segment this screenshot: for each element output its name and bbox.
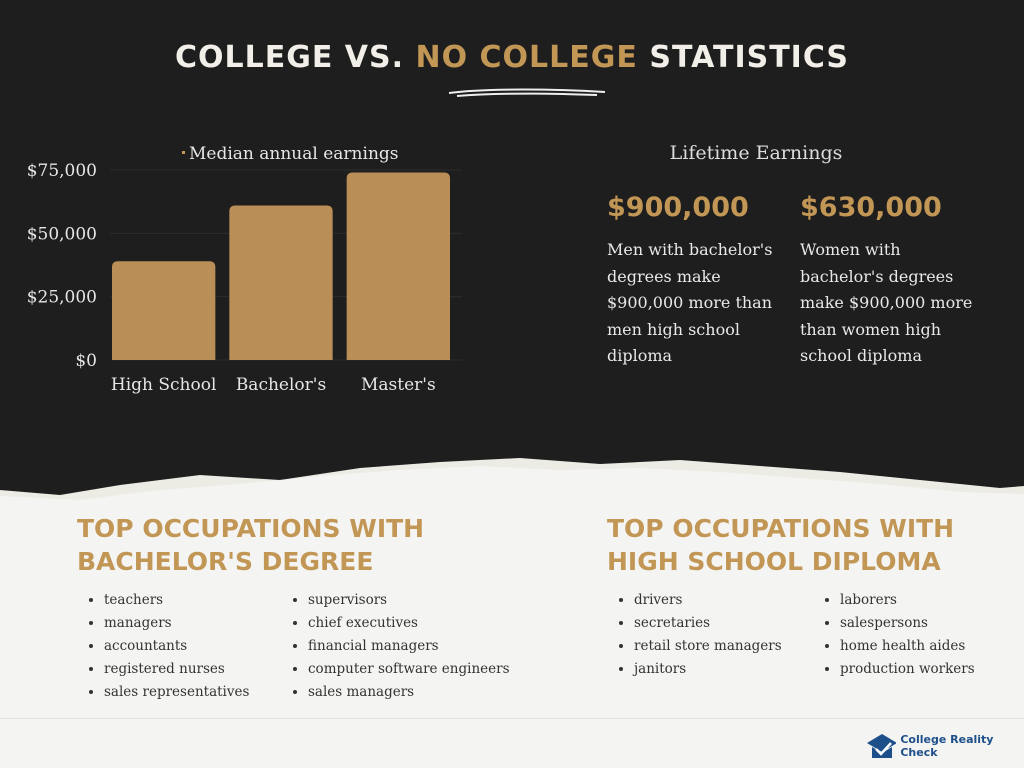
bar	[346, 172, 450, 360]
brand-logo[interactable]: College Reality Check	[865, 731, 1024, 761]
title-part1: COLLEGE VS.	[174, 40, 405, 75]
occupation-item: sales representatives	[104, 681, 249, 704]
lifetime-earnings-title: Lifetime Earnings	[669, 142, 843, 164]
x-tick-label: Bachelor's	[236, 375, 326, 395]
occupation-item: managers	[104, 612, 249, 635]
occupation-item: production workers	[840, 658, 975, 681]
y-tick-label: $75,000	[27, 161, 97, 181]
title-underline-scribble	[448, 88, 606, 97]
legend-marker	[182, 151, 185, 154]
occupation-item: home health aides	[840, 635, 975, 658]
y-tick-label: $50,000	[27, 224, 97, 244]
occupation-item: laborers	[840, 589, 975, 612]
occupation-item: sales managers	[308, 681, 510, 704]
dark-header-background	[0, 0, 1024, 500]
men-amount: $900,000	[607, 192, 749, 223]
y-tick-label: $0	[75, 351, 97, 371]
highschool-occupations-col2: laborerssalespersonshome health aidespro…	[822, 589, 975, 681]
earnings-bar-chart: $0 $25,000 $50,000 $75,000 High School Bachel…	[27, 144, 462, 395]
occupation-item: janitors	[634, 658, 782, 681]
occupation-item: chief executives	[308, 612, 510, 635]
occupation-item: secretaries	[634, 612, 782, 635]
occupation-item: registered nurses	[104, 658, 249, 681]
occupation-item: financial managers	[308, 635, 510, 658]
occupation-item: teachers	[104, 589, 249, 612]
occupation-item: computer software engineers	[308, 658, 510, 681]
footer-divider	[0, 718, 1024, 719]
women-description: Women with bachelor's degrees make $900,…	[800, 240, 973, 365]
torn-paper-edge	[0, 458, 1024, 520]
bar	[112, 261, 216, 360]
x-tick-label: High School	[111, 375, 217, 395]
graduation-cap-check-icon	[867, 734, 897, 758]
occupation-item: accountants	[104, 635, 249, 658]
occupation-item: salespersons	[840, 612, 975, 635]
highschool-occupations-heading: Top occupations with High School Diploma	[607, 514, 955, 576]
bachelor-occupations-col2: supervisorschief executivesfinancial man…	[290, 589, 510, 704]
highschool-occupations-col1: driverssecretariesretail store managersj…	[616, 589, 782, 681]
brand-name: College Reality Check	[900, 733, 994, 759]
legend-label: Median annual earnings	[189, 144, 399, 164]
bachelor-occupations-heading: Top occupations with Bachelor's Degree	[77, 514, 425, 576]
occupation-item: drivers	[634, 589, 782, 612]
women-amount: $630,000	[800, 192, 942, 223]
bachelor-occupations-col1: teachersmanagersaccountantsregistered nu…	[86, 589, 249, 704]
occupation-item: retail store managers	[634, 635, 782, 658]
men-description: Men with bachelor's degrees make $900,00…	[607, 240, 773, 365]
title-part3: STATISTICS	[649, 40, 850, 75]
x-tick-label: Master's	[361, 375, 436, 395]
title-highlight: NO COLLEGE	[415, 40, 638, 75]
bar	[229, 205, 333, 360]
occupation-item: supervisors	[308, 589, 510, 612]
y-tick-label: $25,000	[27, 288, 97, 308]
page-title: COLLEGE VS. NO COLLEGE STATISTICS	[0, 40, 1024, 75]
